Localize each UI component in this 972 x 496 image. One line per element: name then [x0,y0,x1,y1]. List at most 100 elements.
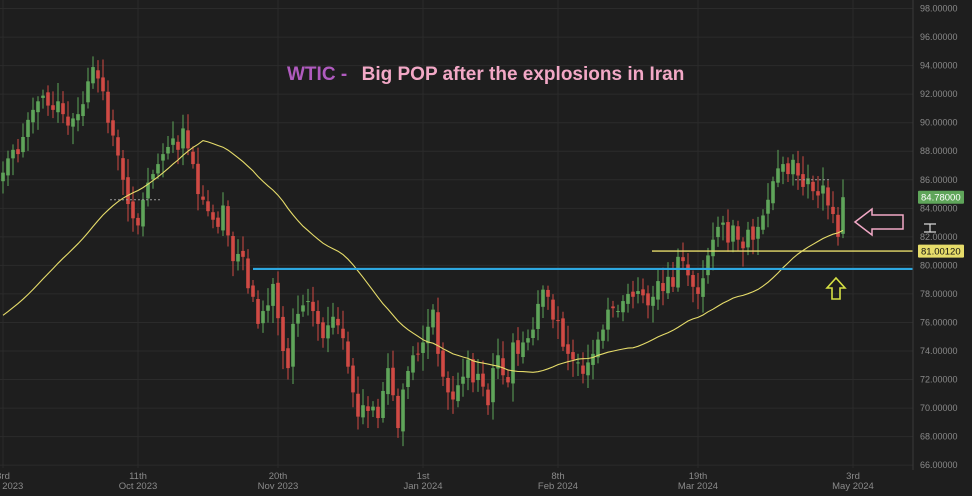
candle-body [741,241,745,249]
candle-body [531,329,535,339]
candle-body [701,278,705,297]
candle-body [646,293,650,306]
candle-body [431,309,435,328]
x-tick-label-day: 20th [269,471,288,482]
candle-body [241,250,245,257]
candle-body [826,187,830,206]
candle-body [226,206,230,236]
candle-body [316,311,320,324]
y-tick-label: 74.00000 [920,346,958,356]
overlays [2,140,913,373]
y-tick-label: 96.00000 [920,32,958,42]
candle-body [296,313,300,324]
candle-body [616,311,620,313]
candle-body [271,283,275,306]
y-tick-label: 80.00000 [920,260,958,270]
candle-body [671,277,675,287]
candle-body [691,275,695,287]
candle-body [236,253,240,262]
candle-body [536,303,540,329]
candle-body [521,342,525,358]
candle-body [176,141,180,150]
candle-body [446,377,450,393]
x-tick-label-month: Sep 2023 [0,481,23,491]
candle-body [561,318,565,347]
candle-body [386,368,390,395]
candle-body [756,226,760,239]
candle-body [206,201,210,212]
candle-body [496,355,500,369]
pink-left-arrow [853,207,904,237]
candle-body [381,390,385,418]
candle-body [371,406,375,411]
candle-body [126,177,130,205]
candle-body [636,291,640,294]
x-tick-label-month: Mar 2024 [678,481,718,491]
candle-body [731,225,735,242]
candle-body [41,95,45,98]
candle-body [356,393,360,417]
x-tick-label-month: Oct 2023 [119,481,158,491]
candle-body [326,325,330,339]
candle-body [291,323,295,367]
candle-body [246,258,250,289]
candle-body [456,385,460,402]
candle-body [501,358,505,376]
candle-body [631,291,635,297]
candle-body [841,197,845,234]
x-tick-label-day: 19th [689,471,708,482]
candle-body [146,182,150,199]
candle-body [656,281,660,300]
candle-body [611,306,615,309]
candle-body [581,365,585,374]
candle-body [191,151,195,165]
candle-body [451,391,455,400]
x-tick-label-day: 3rd [846,471,860,482]
candle-body [196,163,200,195]
candle-body [716,226,720,238]
candle-body [81,104,85,117]
candle-body [181,128,185,149]
candle-body [676,256,680,288]
candle-body [71,118,75,127]
y-tick-label: 78.00000 [920,289,958,299]
price-badge [918,190,964,204]
candle-body [726,222,730,243]
price-badge-label: 84.78000 [921,193,961,204]
candle-body [161,154,165,161]
candle-body [61,103,65,115]
candle-body [36,101,40,113]
moving-average-line [2,140,844,373]
candle-body [56,101,60,113]
candle-body [486,389,490,406]
candle-body [591,353,595,365]
candle-body [336,318,340,326]
candle-body [831,206,835,215]
candle-body [351,365,355,393]
candle-body [426,326,430,344]
candle-body [46,92,50,106]
candle-body [436,312,440,354]
candle-body [166,146,170,154]
candle-body [481,373,485,387]
candle-body [466,359,470,378]
candle-body [151,174,155,180]
chart-title-ticker: WTIC - [287,64,347,85]
x-tick-label-month: May 2024 [832,481,874,491]
candle-body [51,105,55,110]
candle-body [526,338,530,343]
candle-body [621,301,625,313]
candle-body [541,289,545,307]
candle-body [211,212,215,220]
candle-body [811,181,815,192]
candle-body [781,164,785,172]
yellow-up-arrow [825,276,847,300]
candle-body [421,342,425,353]
candle-body [776,168,780,183]
y-tick-label: 92.00000 [920,89,958,99]
candle-body [821,185,825,194]
candle-body [26,119,30,137]
candle-body [836,214,840,237]
candle-body [766,199,770,214]
